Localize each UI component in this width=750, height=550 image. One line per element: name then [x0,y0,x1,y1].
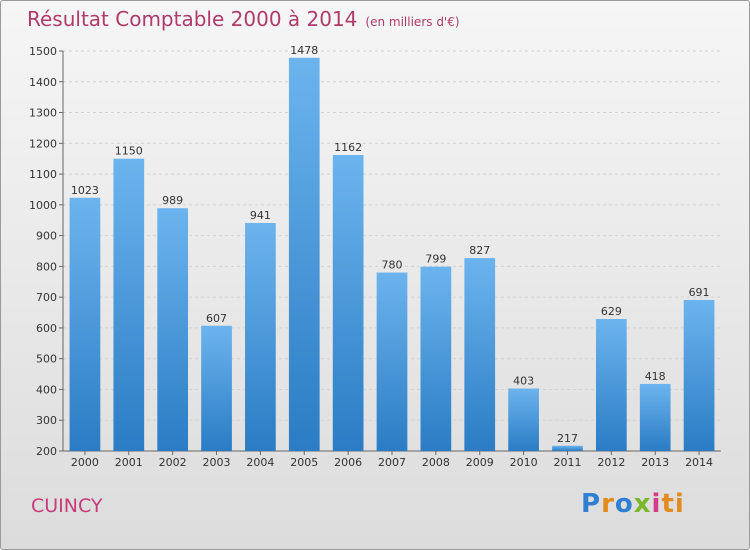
data-label: 217 [557,432,578,445]
data-label: 1162 [334,141,362,154]
y-tick-label: 1200 [29,137,57,150]
y-tick-label: 1400 [29,76,57,89]
y-tick-label: 1300 [29,107,57,120]
logo-letter: P [581,489,602,519]
bar [639,383,671,451]
bar [376,272,408,451]
x-tick-label: 2008 [422,456,450,469]
logo-letter: i [651,489,662,519]
bar [464,258,496,451]
y-tick-label: 1100 [29,168,57,181]
bar [552,445,583,451]
y-tick-label: 400 [36,383,57,396]
bar [683,299,715,451]
x-tick-label: 2014 [685,456,713,469]
data-label: 629 [601,305,622,318]
y-tick-label: 600 [36,322,57,335]
bars [69,57,715,452]
y-tick-label: 800 [36,260,57,273]
logo-letter: o [614,489,634,519]
data-label: 607 [206,312,227,325]
x-tick-label: 2002 [159,456,187,469]
bar [595,319,627,451]
bar [332,155,364,451]
logo-letter: ti [661,489,685,519]
x-tick-label: 2004 [246,456,274,469]
y-tick-label: 300 [36,414,57,427]
x-tick-label: 2001 [115,456,143,469]
x-tick-label: 2009 [466,456,494,469]
logo-letter: r [601,489,615,519]
x-tick-label: 2013 [641,456,669,469]
bar [288,57,320,452]
y-tick-label: 500 [36,353,57,366]
data-label: 941 [250,209,271,222]
chart-title-main: Résultat Comptable 2000 à 2014 [27,7,358,31]
logo-letter: x [633,489,652,519]
data-label: 1150 [115,145,143,158]
data-label: 799 [425,253,446,266]
x-tick-label: 2011 [553,456,581,469]
proxiti-logo[interactable]: Proxiti [581,489,685,519]
chart-title: Résultat Comptable 2000 à 2014 (en millie… [27,7,460,31]
data-label: 418 [645,370,666,383]
y-tick-label: 900 [36,230,57,243]
data-label: 780 [382,259,403,272]
bar [508,388,539,451]
data-label: 403 [513,375,534,388]
chart-title-unit: (en milliers d'€) [365,15,460,29]
bar [420,266,452,451]
data-label: 827 [469,244,490,257]
x-tick-label: 2006 [334,456,362,469]
data-label: 989 [162,194,183,207]
bar [157,208,189,451]
x-tick-label: 2007 [378,456,406,469]
x-tick-label: 2003 [203,456,231,469]
y-tick-label: 1000 [29,199,57,212]
x-tick-label: 2010 [510,456,538,469]
bar [245,223,276,451]
bar [201,325,232,451]
y-tick-label: 700 [36,291,57,304]
y-tick-label: 200 [36,445,57,458]
axes: 200 300 400 500 600 700 800 900 1000 1100 1200 1300… [29,45,721,458]
bar [113,158,145,451]
city-name: CUINCY [31,495,103,517]
data-label: 1023 [71,184,99,197]
x-tick-label: 2005 [290,456,318,469]
labels: 1023 2000 1150 2001 989 2002 607 2003 941 2004 147… [71,44,713,469]
x-tick-label: 2012 [597,456,625,469]
data-label: 691 [689,286,710,299]
x-tick-label: 2000 [71,456,99,469]
y-tick-label: 1500 [29,45,57,58]
bar [69,197,101,451]
data-label: 1478 [290,44,318,57]
